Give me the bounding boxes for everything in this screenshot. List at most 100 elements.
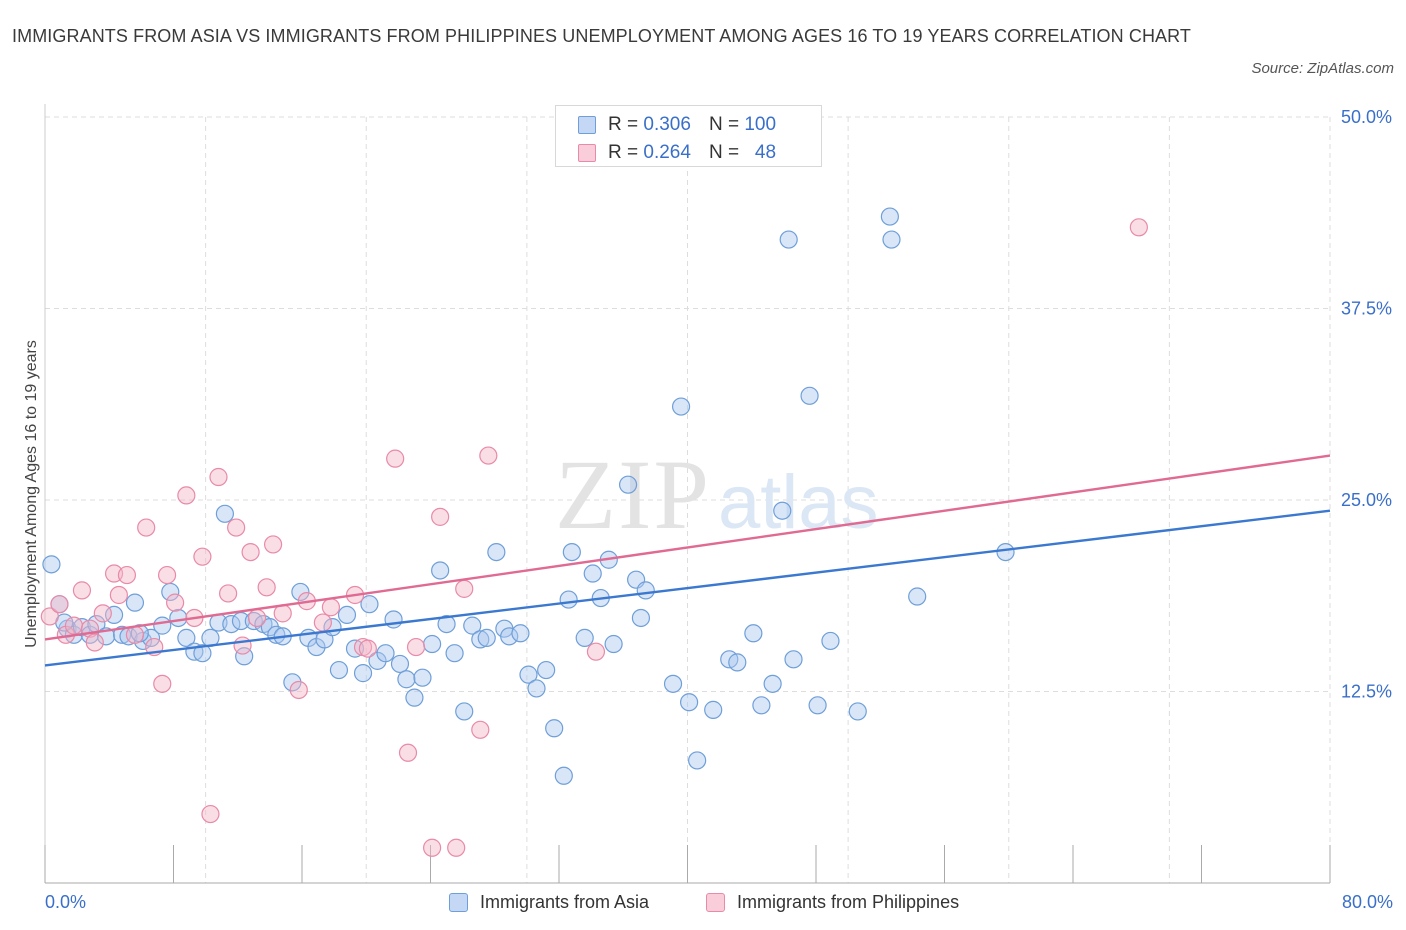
philippines-point — [289, 680, 308, 700]
y-tick-label: 37.5% — [1341, 299, 1392, 319]
x-tick-label-max: 80.0% — [1342, 892, 1393, 912]
y-tick-label: 50.0% — [1341, 107, 1392, 127]
legend-item-philippines[interactable]: Immigrants from Philippines — [706, 888, 959, 916]
labels-layer: 12.5% 25.0% 37.5% 50.0% 0.0% 80.0% — [45, 107, 1393, 912]
asia-point — [42, 555, 61, 574]
philippines-point — [227, 518, 246, 537]
philippines-point — [321, 598, 341, 617]
asia-point — [671, 397, 691, 416]
philippines-r-value: 0.264 — [643, 142, 691, 163]
philippines-point — [406, 637, 426, 657]
philippines-point — [263, 535, 283, 554]
philippines-point — [201, 804, 220, 824]
asia-point — [618, 475, 638, 494]
asia-point — [779, 230, 798, 249]
philippines-point — [157, 565, 177, 585]
philippines-point — [358, 639, 377, 658]
philippines-point — [233, 636, 252, 655]
asia-point — [728, 653, 747, 672]
asia-point — [562, 542, 581, 562]
asia-point — [519, 665, 538, 684]
philippines-point — [109, 585, 128, 605]
asia-point — [688, 751, 707, 770]
n-label: N = — [708, 114, 740, 135]
legend-item-asia[interactable]: Immigrants from Asia — [449, 888, 649, 916]
philippines-point — [40, 607, 59, 626]
asia-legend-label: Immigrants from Asia — [480, 891, 650, 912]
asia-point — [423, 634, 442, 654]
philippines-point — [1129, 218, 1148, 237]
asia-point — [455, 702, 474, 721]
philippines-point — [398, 743, 418, 762]
asia-r-value: 0.306 — [643, 114, 691, 135]
asia-legend-swatch — [449, 892, 468, 912]
philippines-point — [447, 838, 466, 857]
r-label: R = — [608, 114, 639, 135]
stats-legend: R = 0.306 N = 100 R = 0.264 N = 48 — [555, 105, 822, 167]
axes-layer — [44, 104, 1331, 884]
asia-point — [575, 628, 594, 647]
asia-point — [537, 660, 556, 680]
asia-point — [431, 561, 450, 580]
asia-point — [376, 644, 395, 663]
asia-point — [996, 542, 1015, 562]
asia-point — [153, 616, 172, 635]
philippines-point — [423, 838, 442, 857]
asia-point — [397, 670, 416, 689]
asia-point — [763, 674, 782, 693]
asia-point — [169, 608, 188, 628]
philippines-point — [386, 449, 405, 468]
philippines-point — [586, 642, 606, 661]
asia-point — [554, 766, 573, 785]
asia-point — [784, 650, 803, 669]
asia-point — [680, 693, 699, 712]
asia-point — [704, 700, 723, 719]
philippines-trend-line — [44, 454, 1331, 641]
stats-legend-row-asia: R = 0.306 N = 100 — [578, 113, 776, 137]
asia-point — [360, 595, 379, 614]
philippines-point — [177, 486, 196, 505]
philippines-point — [247, 608, 267, 628]
x-tick-label-min: 0.0% — [45, 892, 86, 912]
philippines-point — [166, 593, 185, 612]
philippines-point — [85, 633, 104, 652]
watermark-zip: ZIP — [555, 439, 711, 550]
philippines-point — [219, 584, 238, 603]
asia-point — [773, 501, 792, 520]
points-layer — [40, 207, 1148, 857]
asia-point — [636, 581, 655, 600]
asia-point — [390, 654, 410, 674]
asia-point — [112, 625, 132, 644]
asia-point — [125, 593, 145, 612]
asia-trend-line — [44, 509, 1331, 667]
y-tick-label: 12.5% — [1341, 682, 1392, 702]
asia-point — [463, 616, 482, 635]
stats-legend-row-philippines: R = 0.264 N = 48 — [578, 141, 776, 165]
asia-point — [808, 696, 827, 715]
asia-point — [511, 624, 530, 643]
asia-point — [329, 660, 349, 680]
asia-point — [177, 628, 196, 647]
philippines-point — [93, 604, 112, 623]
asia-point — [353, 664, 373, 683]
philippines-point — [50, 595, 69, 614]
asia-point — [800, 386, 819, 405]
asia-point — [752, 696, 771, 715]
asia-point — [337, 605, 357, 625]
asia-point — [487, 542, 506, 562]
asia-point — [384, 610, 403, 629]
philippines-legend-swatch — [706, 892, 725, 912]
asia-point — [663, 674, 683, 693]
asia-point — [471, 630, 490, 649]
asia-point — [882, 230, 901, 249]
watermark: ZIP atlas — [555, 439, 879, 550]
asia-point — [821, 631, 840, 651]
asia-point — [880, 207, 899, 226]
philippines-point — [313, 613, 332, 632]
chart-title: IMMIGRANTS FROM ASIA VS IMMIGRANTS FROM … — [12, 26, 1192, 46]
asia-point — [291, 582, 310, 602]
philippines-point — [72, 581, 92, 600]
asia-point — [527, 679, 546, 698]
philippines-point — [125, 625, 145, 644]
philippines-point — [153, 674, 172, 693]
